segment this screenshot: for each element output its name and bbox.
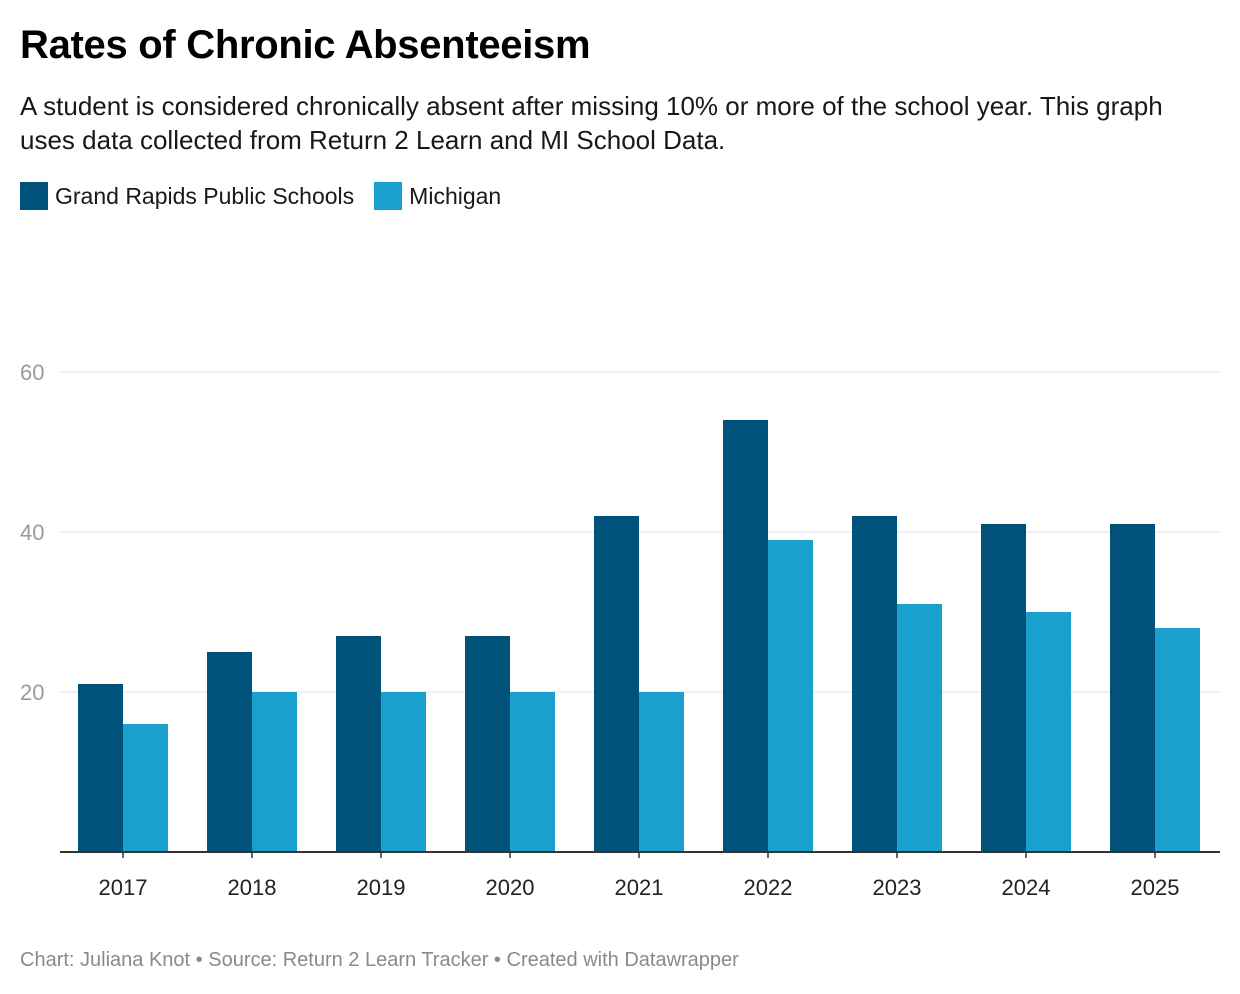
bar-grand-rapids [723,420,768,852]
legend-swatch-michigan [374,182,403,210]
x-tick-label: 2023 [873,875,922,900]
footer-separator: • [190,949,209,971]
footer-tool: Created with Datawrapper [506,949,739,971]
footer-source: Source: Return 2 Learn Tracker [208,949,489,971]
legend-item-grps: Grand Rapids Public Schools [20,182,354,210]
bar-michigan [639,692,684,852]
bar-grand-rapids [207,652,252,852]
footer-credit: Chart: Juliana Knot [20,949,191,971]
bar-michigan [381,692,426,852]
bar-grand-rapids [465,636,510,852]
legend: Grand Rapids Public Schools Michigan [20,181,521,211]
bar-chart: 20 40 60 2017 2018 2019 2020 2021 2022 2023 2024 20… [20,360,1220,900]
y-tick-label: 20 [20,680,44,705]
bar-grand-rapids [1110,524,1155,852]
chart-subtitle: A student is considered chronically abse… [20,91,1163,155]
x-tick-label: 2025 [1131,875,1180,900]
bar-michigan [1155,628,1200,852]
legend-swatch-grps [20,182,48,210]
x-tick-label: 2024 [1002,875,1051,900]
bar-grand-rapids [78,684,123,852]
bar-michigan [123,724,168,852]
y-tick-label: 60 [20,360,44,385]
footer-separator: • [488,949,507,971]
x-tick-label: 2018 [228,875,277,900]
x-tick-label: 2022 [744,875,793,900]
x-tick-label: 2020 [486,875,535,900]
x-tick-label: 2019 [357,875,406,900]
legend-label-michigan: Michigan [409,182,502,209]
bar-michigan [1026,612,1071,852]
bar-michigan [252,692,297,852]
chart-title: Rates of Chronic Absenteeism [20,23,591,67]
legend-label-grps: Grand Rapids Public Schools [55,182,355,209]
bar-michigan [897,604,942,852]
bar-grand-rapids [852,516,897,852]
legend-item-michigan: Michigan [374,182,501,210]
bar-grand-rapids [981,524,1026,852]
bar-michigan [768,540,813,852]
y-tick-label: 40 [20,520,44,545]
bar-grand-rapids [336,636,381,852]
bar-grand-rapids [594,516,639,852]
bar-michigan [510,692,555,852]
x-tick-label: 2017 [99,875,148,900]
x-tick-label: 2021 [615,875,664,900]
chart-footer: Chart: Juliana Knot • Source: Return 2 L… [20,947,739,973]
